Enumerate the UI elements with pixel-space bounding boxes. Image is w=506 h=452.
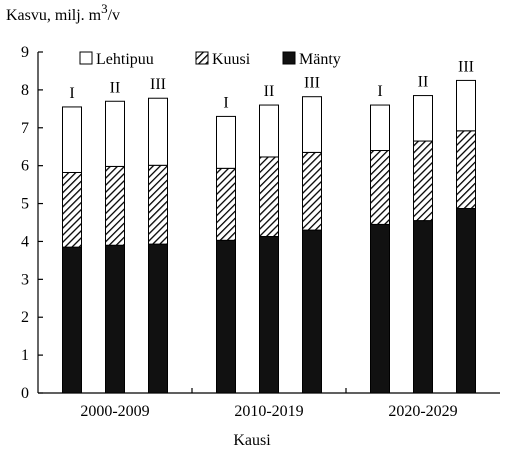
x-tick-label: 2020-2029 xyxy=(388,403,457,420)
bar-segment-mänty xyxy=(62,246,82,394)
y-tick-label: 7 xyxy=(21,120,29,137)
bar-segment-mänty xyxy=(302,229,322,394)
y-tick-label: 5 xyxy=(21,196,29,213)
scenario-label: II xyxy=(418,74,429,91)
bar-segment-lehtipuu xyxy=(370,104,390,152)
scenario-label: I xyxy=(223,94,228,111)
legend-label: Lehtipuu xyxy=(96,51,154,68)
scenario-label: I xyxy=(377,83,382,100)
scenario-label: II xyxy=(110,79,121,96)
scenario-label: III xyxy=(458,58,474,75)
bar-segment-kuusi xyxy=(302,151,322,231)
y-tick-label: 8 xyxy=(21,82,29,99)
bar-segment-lehtipuu xyxy=(259,104,279,158)
bar-segment-lehtipuu xyxy=(413,95,433,142)
bar-segment-mänty xyxy=(216,239,236,394)
bar-segment-kuusi xyxy=(259,156,279,238)
bar-segment-lehtipuu xyxy=(105,100,125,167)
scenario-label: I xyxy=(69,85,74,102)
bar-segment-mänty xyxy=(456,207,476,394)
legend-swatch xyxy=(195,51,209,65)
legend-swatch xyxy=(282,51,296,65)
bar-group-2000-2009: I II III xyxy=(62,76,168,394)
bar-segment-kuusi xyxy=(148,164,168,245)
bar-segment-kuusi xyxy=(456,130,476,209)
x-tick-label: 2010-2019 xyxy=(234,403,303,420)
bar-segment-lehtipuu xyxy=(216,115,236,169)
legend: Lehtipuu Kuusi Mänty xyxy=(79,51,341,68)
legend-label: Kuusi xyxy=(212,51,251,68)
y-tick-label: 6 xyxy=(21,158,29,175)
bar-segment-lehtipuu xyxy=(456,79,476,132)
y-tick-label: 0 xyxy=(21,385,29,402)
legend-item-kuusi: Kuusi xyxy=(195,51,251,68)
bar-segment-kuusi xyxy=(216,167,236,241)
scenario-label: III xyxy=(150,76,166,93)
bar-segment-lehtipuu xyxy=(62,106,82,173)
bar-segment-kuusi xyxy=(413,140,433,222)
y-tick-label: 1 xyxy=(21,347,29,364)
bar-segment-mänty xyxy=(148,243,168,394)
legend-item-lehtipuu: Lehtipuu xyxy=(79,51,154,68)
x-tick-label: 2000-2009 xyxy=(80,403,149,420)
bar-segment-lehtipuu xyxy=(148,97,168,166)
bar-segment-lehtipuu xyxy=(302,96,322,153)
bar-segment-kuusi xyxy=(370,150,390,225)
y-tick-label: 2 xyxy=(21,309,29,326)
bar-segment-kuusi xyxy=(62,171,82,248)
scenario-label: III xyxy=(304,75,320,92)
y-tick-label: 4 xyxy=(21,233,29,250)
x-axis-title: Kausi xyxy=(233,432,271,449)
legend-item-mänty: Mänty xyxy=(282,51,341,68)
bar-group-2010-2019: III III xyxy=(216,75,322,394)
y-tick-label: 9 xyxy=(21,44,29,61)
bar-segment-kuusi xyxy=(105,165,125,246)
bar-segment-mänty xyxy=(370,223,390,394)
legend-swatch xyxy=(79,51,93,65)
scenario-label: II xyxy=(264,83,275,100)
bar-segment-mänty xyxy=(105,244,125,394)
bar-segment-mänty xyxy=(413,220,433,394)
bar-segment-mänty xyxy=(259,236,279,394)
y-axis-title: Kasvu, milj. m3/v xyxy=(6,1,120,24)
y-tick-label: 3 xyxy=(21,271,29,288)
legend-label: Mänty xyxy=(299,51,341,68)
